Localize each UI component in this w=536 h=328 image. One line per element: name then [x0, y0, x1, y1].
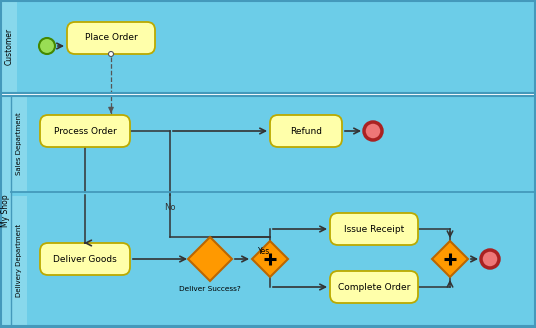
- Bar: [1, 1, 17, 93]
- Text: Delivery Department: Delivery Department: [16, 224, 22, 297]
- FancyBboxPatch shape: [330, 271, 418, 303]
- FancyBboxPatch shape: [40, 243, 130, 275]
- Text: Issue Receipt: Issue Receipt: [344, 224, 404, 234]
- Circle shape: [364, 122, 382, 140]
- Text: Place Order: Place Order: [85, 33, 137, 43]
- FancyBboxPatch shape: [40, 115, 130, 147]
- Polygon shape: [252, 241, 288, 277]
- Text: Process Order: Process Order: [54, 127, 116, 135]
- Text: Deliver Goods: Deliver Goods: [53, 255, 117, 263]
- Bar: [0, 93, 536, 96]
- Circle shape: [108, 51, 114, 56]
- FancyBboxPatch shape: [67, 22, 155, 54]
- Bar: [1, 97, 11, 326]
- Polygon shape: [432, 241, 468, 277]
- Text: Customer: Customer: [4, 28, 13, 65]
- Bar: [11, 97, 27, 192]
- Text: Refund: Refund: [290, 127, 322, 135]
- Bar: [11, 196, 27, 326]
- Text: Sales Department: Sales Department: [16, 113, 22, 175]
- Polygon shape: [188, 237, 232, 281]
- FancyBboxPatch shape: [270, 115, 342, 147]
- FancyBboxPatch shape: [330, 213, 418, 245]
- Text: Deliver Success?: Deliver Success?: [179, 286, 241, 292]
- Text: No: No: [164, 203, 176, 212]
- Text: Yes: Yes: [258, 247, 270, 256]
- Circle shape: [481, 250, 499, 268]
- Text: My Shop: My Shop: [2, 195, 11, 227]
- Text: Complete Order: Complete Order: [338, 282, 410, 292]
- Circle shape: [39, 38, 55, 54]
